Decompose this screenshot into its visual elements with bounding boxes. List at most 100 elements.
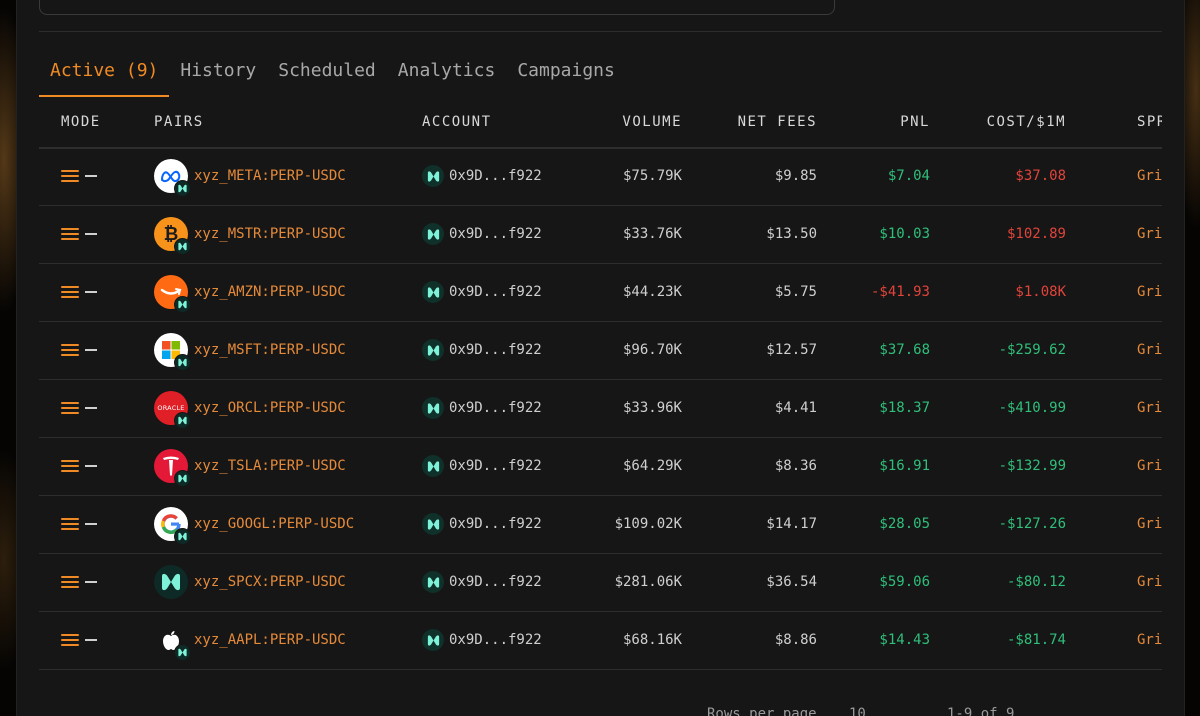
menu-icon[interactable] [61,634,97,646]
pair-cell[interactable]: xyz_AAPL:PERP-USDC [154,611,346,669]
net-fees-value: $8.86 [774,632,817,648]
menu-icon[interactable] [61,460,97,472]
volume-value: $96.70K [622,342,682,358]
column-header-pnl[interactable]: PNL [900,114,930,130]
account-cell[interactable]: 0x9D...f922 [422,611,542,669]
pair-cell[interactable]: xyz_META:PERP-USDC [154,147,346,205]
menu-icon[interactable] [61,344,97,356]
column-header-volume[interactable]: VOLUME [622,114,682,130]
cost-value: -$132.99 [998,458,1066,474]
rows-per-page-select[interactable]: 10 [849,706,866,716]
column-header-cost[interactable]: COST/$1M [986,114,1066,130]
column-header-net-fees[interactable]: NET FEES [737,114,817,130]
volume-value: $75.79K [622,168,682,184]
column-header-spread[interactable]: SPR [1137,114,1162,130]
account-cell[interactable]: 0x9D...f922 [422,495,542,553]
account-cell[interactable]: 0x9D...f922 [422,263,542,321]
volume-value: $44.23K [622,284,682,300]
account-address: 0x9D...f922 [449,632,542,648]
table-row[interactable]: xyz_AAPL:PERP-USDC 0x9D...f922 $68.16K $… [39,611,1162,670]
tab-campaigns[interactable]: Campaigns [517,60,615,81]
hyperliquid-badge-icon [174,354,191,371]
account-cell[interactable]: 0x9D...f922 [422,147,542,205]
table-row[interactable]: xyz_META:PERP-USDC 0x9D...f922 $75.79K $… [39,147,1162,206]
volume-value: $33.96K [622,400,682,416]
table-row[interactable]: xyz_AMZN:PERP-USDC 0x9D...f922 $44.23K $… [39,263,1162,322]
table-row[interactable]: ORACLE xyz_ORCL:PERP-USDC 0x9D...f922 $3… [39,379,1162,438]
column-header-pairs[interactable]: PAIRS [154,114,204,130]
account-cell[interactable]: 0x9D...f922 [422,379,542,437]
spread-value: Gri [1137,168,1162,184]
hyperliquid-badge-icon [174,644,191,661]
menu-icon[interactable] [61,286,97,298]
mode-cell [61,147,97,205]
hyperliquid-badge-icon [174,180,191,197]
hyperliquid-badge-icon [174,470,191,487]
pair-name[interactable]: xyz_TSLA:PERP-USDC [194,458,346,474]
mode-cell [61,379,97,437]
account-cell[interactable]: 0x9D...f922 [422,553,542,611]
mode-cell [61,437,97,495]
tab-scheduled[interactable]: Scheduled [278,60,376,81]
hyperliquid-icon [422,629,444,651]
account-cell[interactable]: 0x9D...f922 [422,205,542,263]
pair-name[interactable]: xyz_AMZN:PERP-USDC [194,284,346,300]
menu-icon[interactable] [61,170,97,182]
pair-cell[interactable]: xyz_MSFT:PERP-USDC [154,321,346,379]
pair-cell[interactable]: xyz_AMZN:PERP-USDC [154,263,346,321]
hyperliquid-badge-icon [174,528,191,545]
pagination: Rows per page 10 1-9 of 9 [17,700,1184,716]
mode-cell [61,495,97,553]
pair-name[interactable]: xyz_MSFT:PERP-USDC [194,342,346,358]
pair-cell[interactable]: ORACLE xyz_ORCL:PERP-USDC [154,379,346,437]
table-row[interactable]: xyz_TSLA:PERP-USDC 0x9D...f922 $64.29K $… [39,437,1162,496]
net-fees-value: $12.57 [766,342,817,358]
hyperliquid-icon [422,281,444,303]
search-input[interactable] [39,0,835,15]
column-header-mode[interactable]: MODE [61,114,101,130]
divider [39,31,1162,32]
pair-name[interactable]: xyz_AAPL:PERP-USDC [194,632,346,648]
table-row[interactable]: xyz_GOOGL:PERP-USDC 0x9D...f922 $109.02K… [39,495,1162,554]
account-cell[interactable]: 0x9D...f922 [422,321,542,379]
menu-icon[interactable] [61,576,97,588]
cost-value: -$127.26 [998,516,1066,532]
pair-cell[interactable]: xyz_SPCX:PERP-USDC [154,553,346,611]
pair-name[interactable]: xyz_SPCX:PERP-USDC [194,574,346,590]
pair-name[interactable]: xyz_GOOGL:PERP-USDC [194,516,355,532]
pnl-value: -$41.93 [870,284,930,300]
hyperliquid-icon [422,397,444,419]
account-cell[interactable]: 0x9D...f922 [422,437,542,495]
net-fees-value: $8.36 [774,458,817,474]
cost-value: -$80.12 [1006,574,1066,590]
amazon-icon [154,275,191,313]
table-header: MODE PAIRS ACCOUNT VOLUME NET FEES PNL C… [39,97,1162,149]
pair-name[interactable]: xyz_ORCL:PERP-USDC [194,400,346,416]
column-header-account[interactable]: ACCOUNT [422,114,492,130]
pair-cell[interactable]: ₿ xyz_MSTR:PERP-USDC [154,205,346,263]
menu-icon[interactable] [61,228,97,240]
rows-per-page-label: Rows per page [707,706,817,716]
pnl-value: $16.91 [879,458,930,474]
menu-icon[interactable] [61,518,97,530]
pair-cell[interactable]: xyz_GOOGL:PERP-USDC [154,495,354,553]
pair-name[interactable]: xyz_MSTR:PERP-USDC [194,226,346,242]
pair-name[interactable]: xyz_META:PERP-USDC [194,168,346,184]
menu-icon[interactable] [61,402,97,414]
spread-value: Gri [1137,632,1162,648]
table-row[interactable]: ₿ xyz_MSTR:PERP-USDC 0x9D...f922 $33.76K… [39,205,1162,264]
pair-cell[interactable]: xyz_TSLA:PERP-USDC [154,437,346,495]
hyperliquid-icon [422,223,444,245]
tab-analytics[interactable]: Analytics [397,60,496,81]
tesla-icon [154,449,191,487]
hyperliquid-icon [154,565,188,599]
table-row[interactable]: xyz_MSFT:PERP-USDC 0x9D...f922 $96.70K $… [39,321,1162,380]
account-address: 0x9D...f922 [449,516,542,532]
tab-history[interactable]: History [180,60,257,81]
table-row[interactable]: xyz_SPCX:PERP-USDC 0x9D...f922 $281.06K … [39,553,1162,612]
pnl-value: $10.03 [879,226,930,242]
volume-value: $68.16K [622,632,682,648]
spread-value: Gri [1137,226,1162,242]
tab-active[interactable]: Active (9) [39,52,170,97]
cost-value: $37.08 [1015,168,1066,184]
